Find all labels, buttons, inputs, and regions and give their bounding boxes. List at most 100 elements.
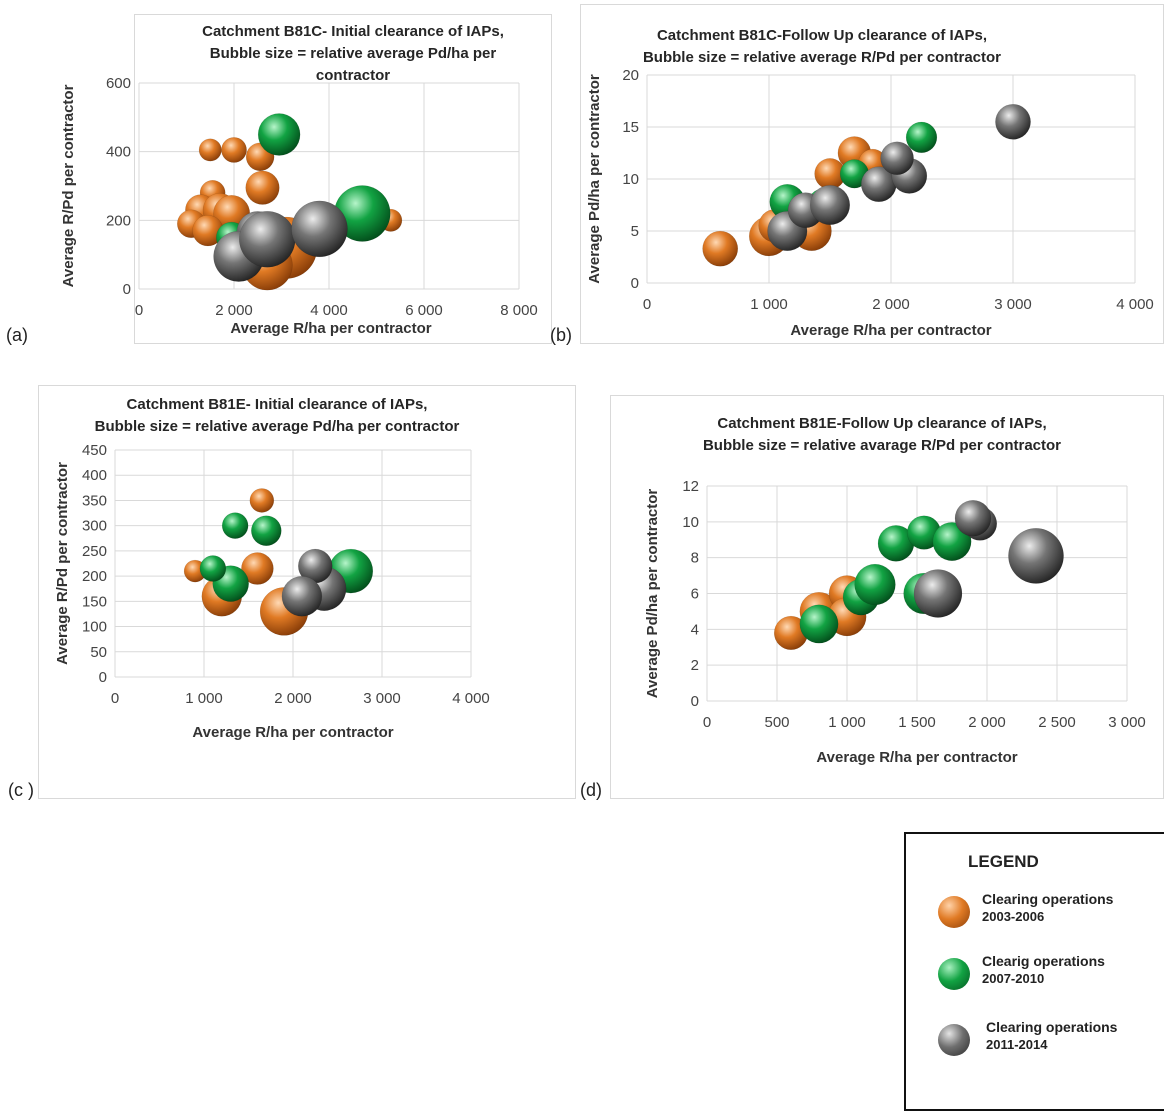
orange-bubble (241, 552, 274, 585)
bubble-chart-b: 0 1 000 2 000 3 000 4 000 0 5 10 15 20 Average R/h… (586, 67, 1154, 339)
y-axis-title: Average Pd/ha per contractor (586, 74, 603, 284)
chart-title-b: Catchment B81C-Follow Up clearance of IA… (642, 27, 1002, 66)
y-tick-label: 350 (82, 492, 107, 509)
x-tick-label: 1 500 (898, 714, 936, 731)
legend-item-2007-2010: Clearig operations 2007-2010 (938, 952, 1158, 996)
orange-bubble (702, 230, 739, 267)
gray-bubble (809, 184, 851, 226)
y-tick-label: 200 (106, 212, 131, 229)
gray-bubble (995, 103, 1031, 140)
x-tick-label: 1 000 (750, 296, 788, 313)
y-tick-label: 200 (82, 568, 107, 585)
bubble-chart-c: 0 1 000 2 000 3 000 4 000 0 50 100 150 200 250 300 3… (54, 442, 490, 741)
y-tick-label: 250 (82, 543, 107, 560)
y-tick-label: 12 (682, 478, 699, 495)
legend-item-years: 2003-2006 (982, 909, 1045, 924)
y-tick-label: 20 (622, 67, 639, 84)
chart-panel-d: Catchment B81E-Follow Up clearance of IA… (610, 395, 1164, 799)
orange-bubble (249, 488, 275, 513)
y-tick-label: 400 (82, 467, 107, 484)
green-bubble (905, 121, 938, 154)
x-tick-label: 6 000 (405, 302, 443, 319)
x-tick-label: 500 (764, 714, 789, 731)
x-tick-label: 3 000 (1108, 714, 1146, 731)
y-tick-label: 150 (82, 593, 107, 610)
green-bubble (854, 563, 896, 606)
y-axis-title: Average R/Pd per contractor (54, 462, 71, 665)
x-tick-label: 3 000 (363, 690, 401, 707)
y-tick-label: 0 (691, 693, 699, 710)
bubble-chart-d: 0 500 1 000 1 500 2 000 2 500 3 000 0 2 4 6 8 10 12 Av… (644, 478, 1146, 766)
legend-item-label: Clearig operations (982, 953, 1105, 969)
y-tick-label: 0 (123, 281, 131, 298)
legend-item-years: 2011-2014 (986, 1037, 1048, 1052)
y-tick-label: 50 (90, 644, 107, 661)
chart-panel-a: Catchment B81C- Initial clearance of IAP… (60, 14, 552, 344)
x-axis-title: Average R/ha per contractor (230, 320, 431, 337)
x-tick-label: 1 000 (828, 714, 866, 731)
legend-item-label: Clearing operations (986, 1019, 1118, 1035)
x-tick-label: 2 000 (215, 302, 253, 319)
y-tick-label: 100 (82, 619, 107, 636)
chart-title-a: Catchment B81C- Initial clearance of IAP… (202, 23, 504, 84)
gray-bubble (291, 200, 348, 258)
y-tick-label: 2 (691, 657, 699, 674)
bubble-chart-a: 0 2 000 4 000 6 000 8 000 0 200 400 600 Average R… (60, 75, 538, 337)
x-axis-title: Average R/ha per contractor (816, 749, 1017, 766)
orange-bubble (198, 138, 222, 162)
x-tick-label: 2 000 (968, 714, 1006, 731)
x-tick-label: 4 000 (1116, 296, 1154, 313)
green-bubble (257, 113, 301, 156)
gray-bubble (954, 500, 992, 537)
gray-bubble (913, 569, 963, 618)
chart-title-d: Catchment B81E-Follow Up clearance of IA… (702, 415, 1062, 454)
x-tick-label: 8 000 (500, 302, 538, 319)
y-axis-title: Average R/Pd per contractor (60, 84, 77, 287)
orange-bubble (221, 137, 247, 163)
x-tick-label: 3 000 (994, 296, 1032, 313)
gray-bubble (880, 141, 914, 175)
gray-bubble (281, 576, 323, 617)
x-tick-label: 2 000 (872, 296, 910, 313)
x-tick-label: 0 (703, 714, 711, 731)
gray-sphere-icon (938, 1024, 970, 1056)
green-bubble (799, 604, 839, 644)
y-tick-label: 10 (622, 171, 639, 188)
legend-box: LEGEND Clearing operations 2003-2006 Clea… (904, 832, 1164, 1111)
legend-item-label: Clearing operations (982, 891, 1114, 907)
y-tick-label: 5 (631, 223, 639, 240)
y-tick-label: 4 (691, 621, 699, 638)
x-tick-label: 1 000 (185, 690, 223, 707)
x-tick-label: 0 (643, 296, 651, 313)
orange-sphere-icon (938, 896, 970, 928)
x-axis-title: Average R/ha per contractor (192, 724, 393, 741)
legend-title: LEGEND (968, 852, 1039, 871)
chart-panel-b: Catchment B81C-Follow Up clearance of IA… (580, 4, 1164, 344)
y-tick-label: 0 (631, 275, 639, 292)
y-tick-label: 400 (106, 144, 131, 161)
gray-bubble (1008, 528, 1064, 584)
figure-label-c: (c ) (8, 780, 34, 800)
green-sphere-icon (938, 958, 970, 990)
chart-title-c: Catchment B81E- Initial clearance of IAP… (94, 396, 460, 435)
figure-label-d: (d) (580, 780, 602, 800)
figure-label-b: (b) (550, 325, 572, 345)
y-tick-label: 6 (691, 586, 699, 603)
y-tick-label: 450 (82, 442, 107, 459)
legend-item-2011-2014: Clearing operations 2011-2014 (938, 1018, 1158, 1062)
legend-item-years: 2007-2010 (982, 971, 1045, 986)
green-bubble (221, 512, 249, 539)
green-bubble (251, 515, 282, 546)
x-tick-label: 4 000 (452, 690, 490, 707)
x-tick-label: 4 000 (310, 302, 348, 319)
gray-bubble (239, 210, 296, 268)
chart-panel-c: Catchment B81E- Initial clearance of IAP… (38, 385, 576, 799)
y-tick-label: 300 (82, 518, 107, 535)
x-axis-title: Average R/ha per contractor (790, 322, 991, 339)
x-tick-label: 0 (111, 690, 119, 707)
y-tick-label: 0 (99, 669, 107, 686)
x-tick-label: 0 (135, 302, 143, 319)
orange-bubble (245, 170, 280, 205)
x-tick-label: 2 500 (1038, 714, 1076, 731)
green-bubble (199, 555, 227, 582)
